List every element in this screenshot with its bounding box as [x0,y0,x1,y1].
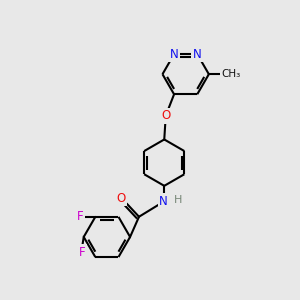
Text: N: N [159,195,168,208]
Text: F: F [79,246,86,259]
Text: F: F [76,210,83,224]
Text: O: O [161,109,170,122]
Text: CH₃: CH₃ [221,69,241,79]
Text: H: H [173,195,182,205]
Text: N: N [193,48,202,61]
Text: N: N [170,48,178,61]
Text: O: O [116,191,126,205]
